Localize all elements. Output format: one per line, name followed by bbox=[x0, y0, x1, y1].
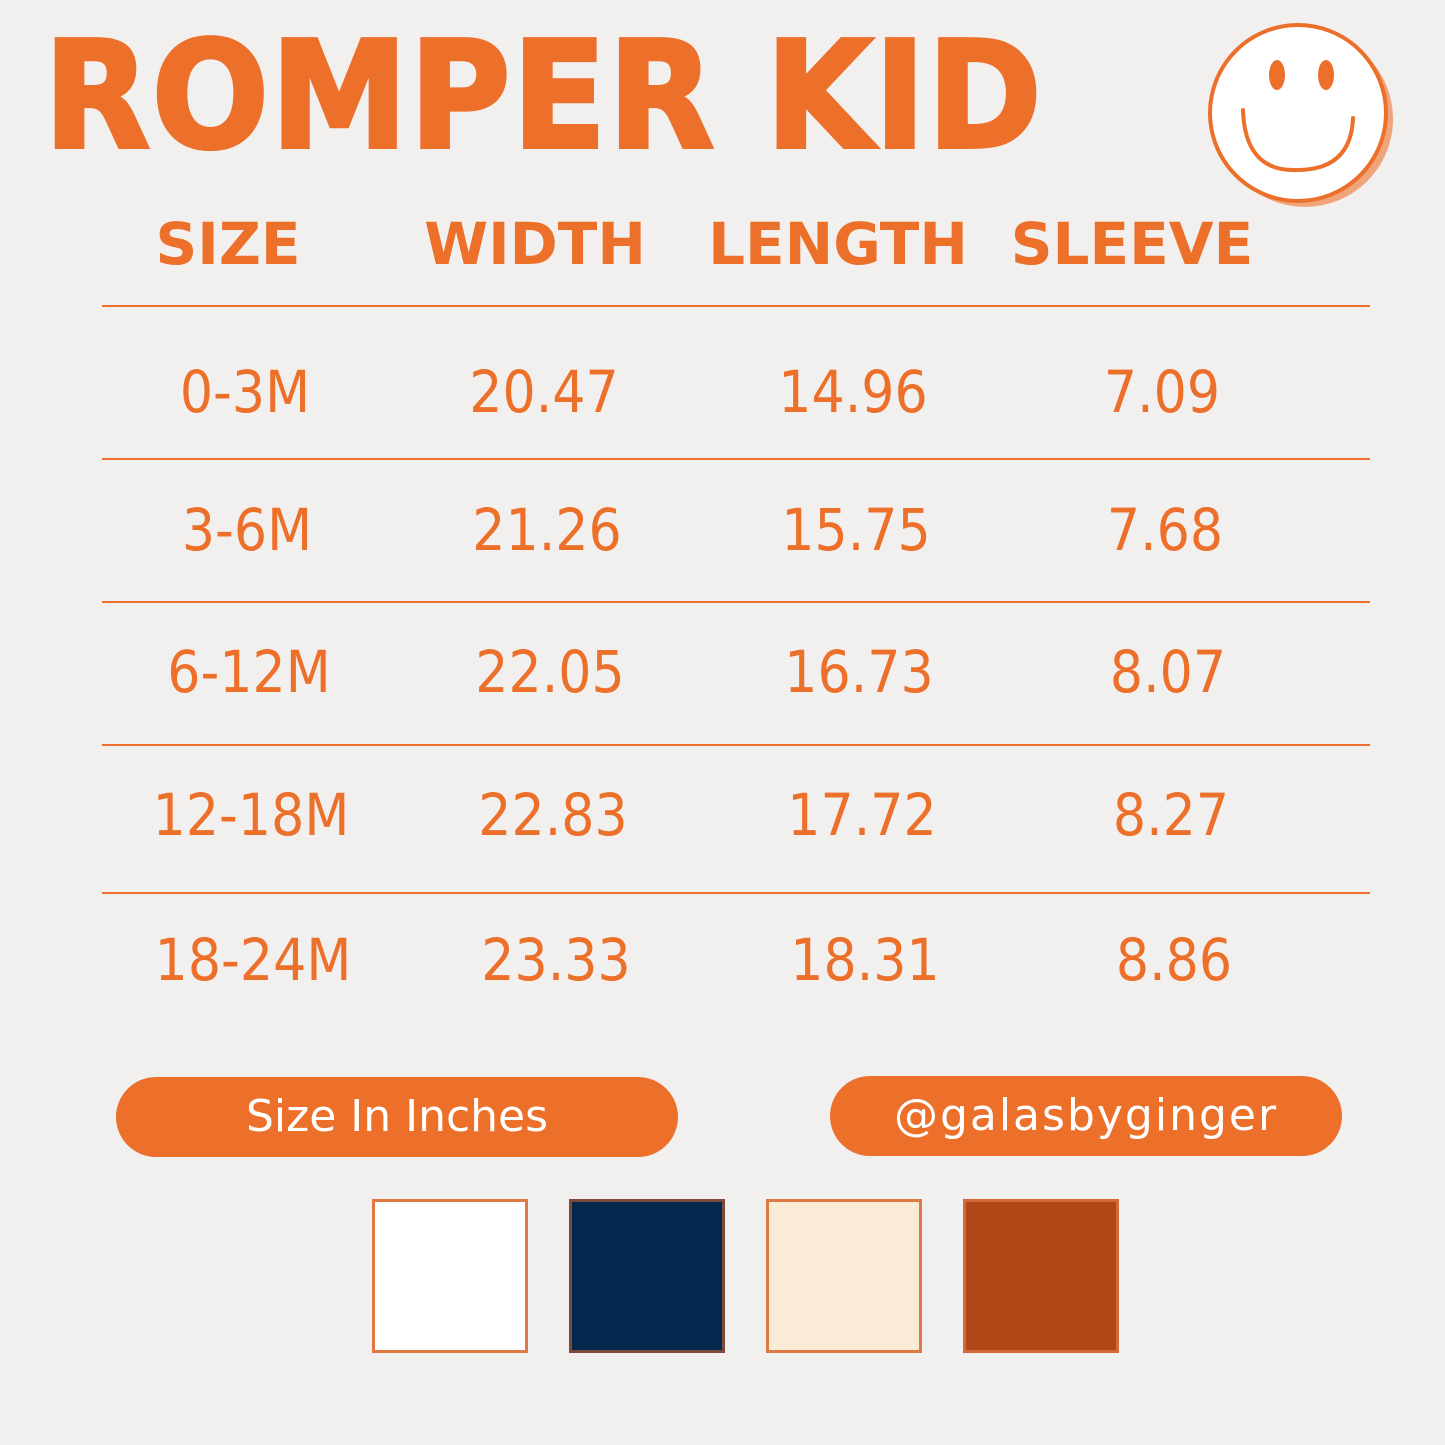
divider bbox=[102, 458, 1370, 460]
cell-sleeve: 7.09 bbox=[1103, 358, 1221, 426]
header-size: SIZE bbox=[155, 210, 301, 278]
divider bbox=[102, 744, 1370, 746]
cell-width: 23.33 bbox=[481, 926, 631, 994]
cell-size: 6-12M bbox=[167, 638, 331, 706]
page-title: ROMPER KID bbox=[42, 10, 1044, 182]
cell-width: 22.83 bbox=[478, 781, 628, 849]
header-width: WIDTH bbox=[424, 210, 646, 278]
smiley-face-icon bbox=[1208, 23, 1393, 207]
cell-size: 0-3M bbox=[179, 358, 311, 426]
header-length: LENGTH bbox=[708, 210, 968, 278]
cell-length: 14.96 bbox=[778, 358, 928, 426]
social-handle-badge: @galasbyginger bbox=[830, 1076, 1342, 1156]
color-swatch bbox=[569, 1199, 725, 1353]
cell-sleeve: 8.86 bbox=[1115, 926, 1233, 994]
divider bbox=[102, 305, 1370, 307]
cell-size: 12-18M bbox=[152, 781, 350, 849]
divider bbox=[102, 892, 1370, 894]
cell-sleeve: 8.27 bbox=[1112, 781, 1230, 849]
color-swatch bbox=[963, 1199, 1119, 1353]
cell-width: 22.05 bbox=[475, 638, 625, 706]
cell-size: 18-24M bbox=[154, 926, 352, 994]
cell-length: 16.73 bbox=[784, 638, 934, 706]
divider bbox=[102, 601, 1370, 603]
cell-length: 18.31 bbox=[790, 926, 940, 994]
cell-sleeve: 7.68 bbox=[1106, 496, 1224, 564]
cell-width: 20.47 bbox=[469, 358, 619, 426]
cell-sleeve: 8.07 bbox=[1109, 638, 1227, 706]
header-sleeve: SLEEVE bbox=[1010, 210, 1254, 278]
size-unit-badge: Size In Inches bbox=[116, 1077, 678, 1157]
cell-size: 3-6M bbox=[181, 496, 313, 564]
color-swatch bbox=[372, 1199, 528, 1353]
cell-width: 21.26 bbox=[472, 496, 622, 564]
color-swatch bbox=[766, 1199, 922, 1353]
cell-length: 17.72 bbox=[787, 781, 937, 849]
cell-length: 15.75 bbox=[781, 496, 931, 564]
